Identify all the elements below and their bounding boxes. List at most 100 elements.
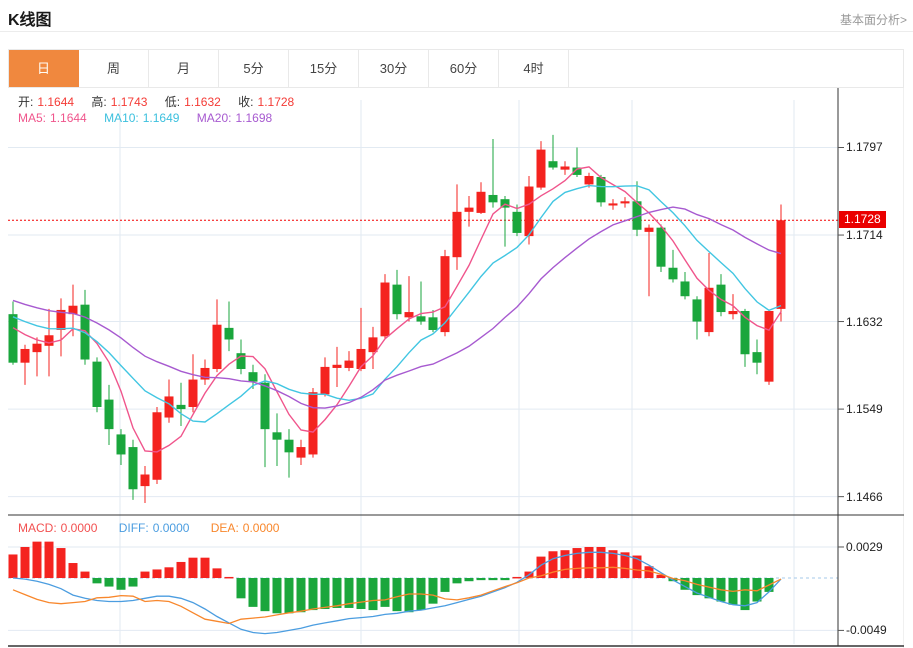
candle-body bbox=[44, 335, 54, 346]
candle-body bbox=[452, 211, 462, 258]
tab-30min[interactable]: 30分 bbox=[359, 50, 429, 87]
macd-hist-bar bbox=[356, 578, 366, 610]
candle-body bbox=[680, 281, 690, 297]
candle-body bbox=[404, 312, 414, 318]
macd-hist-bar bbox=[752, 578, 762, 602]
candle-body bbox=[200, 367, 210, 380]
candle-body bbox=[728, 310, 738, 315]
kline-macd-chart[interactable] bbox=[8, 88, 904, 648]
fundamental-analysis-link[interactable]: 基本面分析> bbox=[839, 13, 907, 27]
candle-body bbox=[572, 167, 582, 175]
period-tabstrip: 日 周 月 5分 15分 30分 60分 4时 bbox=[8, 49, 904, 88]
candle-body bbox=[716, 284, 726, 313]
macd-hist-bar bbox=[236, 578, 246, 599]
macd-hist-bar bbox=[164, 567, 174, 578]
candle-body bbox=[128, 447, 138, 490]
macd-hist-bar bbox=[104, 578, 114, 587]
macd-hist-bar bbox=[608, 550, 618, 578]
candle-body bbox=[116, 434, 126, 455]
macd-hist-bar bbox=[344, 578, 354, 608]
macd-hist-bar bbox=[380, 578, 390, 607]
candle-body bbox=[188, 379, 198, 407]
candle-body bbox=[392, 284, 402, 315]
macd-hist-bar bbox=[20, 546, 30, 578]
candle-body bbox=[296, 447, 306, 458]
ma20-line bbox=[12, 206, 782, 409]
candle-body bbox=[656, 227, 666, 267]
candle-body bbox=[164, 396, 174, 418]
candle-body bbox=[92, 361, 102, 407]
candle-body bbox=[332, 364, 342, 368]
macd-hist-bar bbox=[368, 578, 378, 611]
tab-month[interactable]: 月 bbox=[149, 50, 219, 87]
macd-hist-bar bbox=[500, 578, 510, 581]
candle-body bbox=[32, 343, 42, 353]
candle-body bbox=[320, 366, 330, 395]
macd-hist-bar bbox=[296, 578, 306, 613]
candle-body bbox=[368, 337, 378, 353]
tab-day[interactable]: 日 bbox=[9, 50, 79, 87]
candle-body bbox=[308, 392, 318, 455]
macd-hist-bar bbox=[464, 578, 474, 582]
macd-hist-bar bbox=[272, 578, 282, 614]
candle-body bbox=[56, 309, 66, 330]
macd-hist-bar bbox=[44, 541, 54, 578]
candle-body bbox=[248, 372, 258, 382]
macd-hist-bar bbox=[152, 569, 162, 578]
macd-hist-bar bbox=[560, 550, 570, 578]
header-divider bbox=[0, 31, 913, 32]
macd-hist-bar bbox=[572, 548, 582, 578]
macd-hist-bar bbox=[452, 578, 462, 584]
candle-body bbox=[224, 327, 234, 340]
macd-hist-bar bbox=[584, 546, 594, 578]
candle-body bbox=[440, 256, 450, 333]
candle-body bbox=[464, 207, 474, 212]
macd-hist-bar bbox=[140, 571, 150, 578]
candle-body bbox=[20, 348, 30, 363]
chart-area[interactable]: 开: 1.1644 高: 1.1743 低: 1.1632 收: 1.1728 MA5:… bbox=[8, 88, 904, 648]
tab-60min[interactable]: 60分 bbox=[429, 50, 499, 87]
macd-hist-bar bbox=[188, 557, 198, 578]
macd-hist-bar bbox=[692, 578, 702, 596]
macd-hist-bar bbox=[704, 578, 714, 599]
candle-body bbox=[776, 220, 786, 309]
candle-body bbox=[152, 412, 162, 480]
candle-body bbox=[596, 177, 606, 203]
tab-week[interactable]: 周 bbox=[79, 50, 149, 87]
macd-hist-bar bbox=[548, 551, 558, 578]
candle-body bbox=[512, 211, 522, 233]
tab-15min[interactable]: 15分 bbox=[289, 50, 359, 87]
tab-5min[interactable]: 5分 bbox=[219, 50, 289, 87]
macd-hist-bar bbox=[620, 552, 630, 578]
candle-body bbox=[344, 360, 354, 368]
macd-hist-bar bbox=[248, 578, 258, 607]
candle-body bbox=[68, 305, 78, 315]
candle-body bbox=[500, 199, 510, 208]
macd-hist-bar bbox=[392, 578, 402, 612]
macd-hist-bar bbox=[320, 578, 330, 610]
candle-body bbox=[236, 353, 246, 370]
candle-body bbox=[140, 474, 150, 487]
macd-hist-bar bbox=[404, 578, 414, 613]
candle-body bbox=[704, 287, 714, 333]
macd-hist-bar bbox=[116, 578, 126, 590]
candle-body bbox=[284, 439, 294, 453]
macd-hist-bar bbox=[632, 555, 642, 578]
tab-4hour[interactable]: 4时 bbox=[499, 50, 569, 87]
candle-body bbox=[644, 227, 654, 232]
macd-hist-bar bbox=[536, 556, 546, 578]
candle-body bbox=[584, 175, 594, 185]
candle-body bbox=[740, 310, 750, 355]
macd-hist-bar bbox=[740, 578, 750, 611]
macd-hist-bar bbox=[56, 548, 66, 578]
macd-hist-bar bbox=[512, 576, 522, 579]
candle-body bbox=[380, 282, 390, 337]
macd-hist-bar bbox=[128, 578, 138, 587]
macd-hist-bar bbox=[284, 578, 294, 614]
macd-hist-bar bbox=[260, 578, 270, 612]
candle-body bbox=[632, 201, 642, 230]
candle-body bbox=[212, 324, 222, 370]
macd-hist-bar bbox=[596, 546, 606, 578]
macd-hist-bar bbox=[680, 578, 690, 590]
